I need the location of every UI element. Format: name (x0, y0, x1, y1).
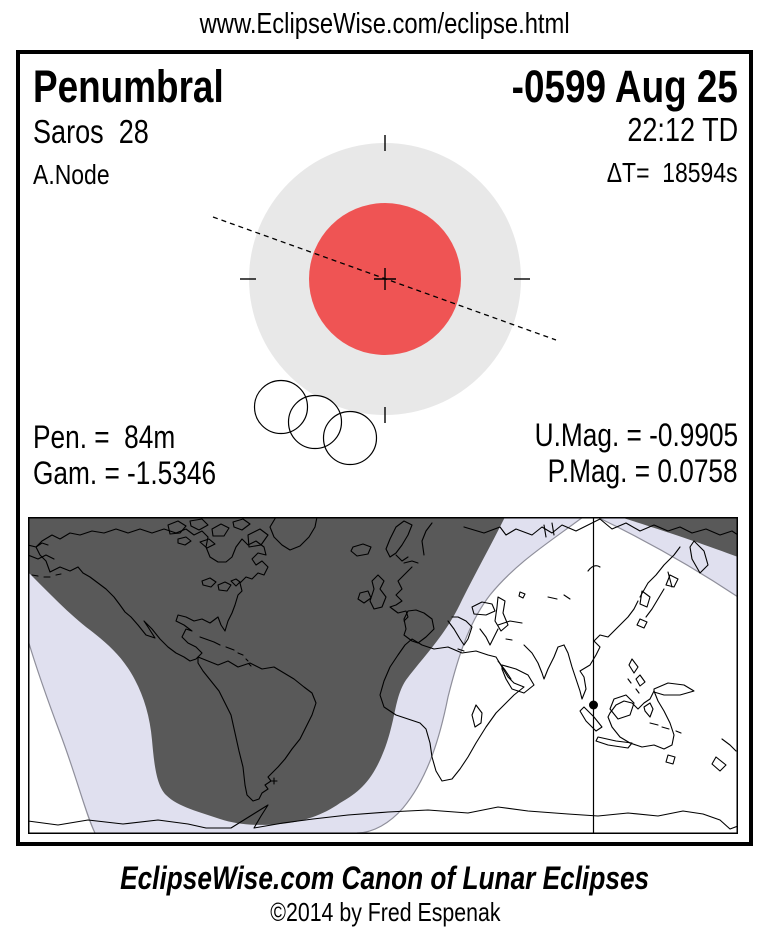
umbral-magnitude-stat: U.Mag. = -0.9905 (534, 417, 738, 453)
moon-first-contact (253, 379, 309, 435)
moon-contact-circles (253, 379, 378, 466)
coastlines (28, 517, 738, 830)
site-url-label: www.EclipseWise.com/eclipse.html (199, 8, 570, 40)
sub-lunar-point-dot (589, 700, 598, 710)
shadow-geometry-diagram (212, 135, 557, 466)
eclipse-date-title: -0599 Aug 25 (511, 61, 738, 112)
saros-series-label: Saros 28 (33, 113, 149, 150)
node-label: A.Node (33, 159, 110, 190)
delta-t-label: ΔT= 18594s (607, 157, 738, 188)
penumbra-limit-curve (356, 517, 584, 834)
eclipse-not-visible-region (28, 517, 738, 825)
penumbral-duration-stat: Pen. = 84m (33, 419, 176, 455)
canon-title-caption: EclipseWise.com Canon of Lunar Eclipses (120, 860, 650, 896)
site-url-text: www.EclipseWise.com/eclipse.html (0, 10, 770, 39)
map-frame (28, 517, 738, 834)
eclipse-visibility-map (28, 517, 738, 834)
gamma-stat: Gam. = -1.5346 (33, 455, 217, 491)
cardinal-tick-marks (240, 135, 530, 423)
copyright-caption: ©2014 by Fred Espenak (269, 897, 501, 927)
shadow-axis-cross (374, 268, 396, 290)
penumbral-magnitude-stat: P.Mag. = 0.0758 (548, 453, 738, 489)
eclipse-type-title: Penumbral (33, 61, 224, 112)
greatest-eclipse-time: 22:12 TD (627, 111, 738, 148)
moon-last-contact (322, 410, 378, 466)
moon-greatest-eclipse (287, 394, 343, 450)
